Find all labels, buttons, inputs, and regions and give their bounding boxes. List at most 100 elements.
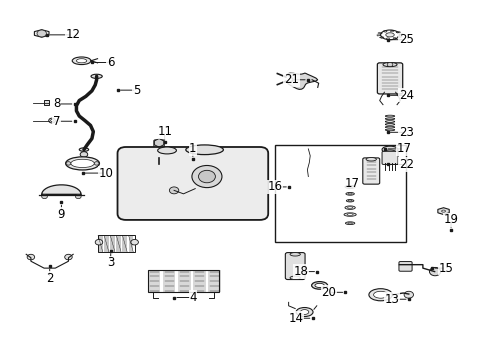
Circle shape: [403, 291, 413, 298]
Circle shape: [64, 254, 72, 260]
Text: 5: 5: [133, 84, 140, 96]
Ellipse shape: [296, 307, 312, 316]
Text: 20: 20: [321, 286, 336, 299]
Ellipse shape: [373, 291, 387, 298]
Text: 3: 3: [107, 256, 114, 269]
Polygon shape: [104, 235, 109, 252]
Ellipse shape: [382, 63, 396, 67]
Text: 11: 11: [157, 125, 172, 138]
Polygon shape: [193, 270, 205, 292]
Polygon shape: [395, 31, 400, 33]
Polygon shape: [122, 235, 127, 252]
Circle shape: [41, 194, 47, 199]
Polygon shape: [376, 35, 380, 36]
Circle shape: [27, 254, 35, 260]
Text: 22: 22: [398, 158, 413, 171]
Text: 14: 14: [288, 312, 303, 325]
Circle shape: [428, 267, 440, 276]
Text: 18: 18: [293, 265, 307, 278]
Ellipse shape: [344, 213, 355, 216]
Ellipse shape: [383, 150, 395, 155]
Ellipse shape: [314, 283, 324, 288]
Ellipse shape: [345, 222, 354, 225]
Text: 25: 25: [398, 33, 413, 46]
Circle shape: [37, 30, 46, 37]
Ellipse shape: [71, 159, 94, 167]
Polygon shape: [148, 270, 160, 292]
Polygon shape: [178, 270, 190, 292]
Ellipse shape: [345, 193, 354, 195]
Ellipse shape: [79, 148, 88, 151]
Ellipse shape: [366, 158, 376, 161]
Ellipse shape: [381, 146, 397, 153]
Text: 6: 6: [107, 56, 114, 69]
Ellipse shape: [344, 185, 355, 189]
Ellipse shape: [347, 207, 352, 208]
Polygon shape: [128, 235, 133, 252]
Bar: [98, 235, 134, 252]
Circle shape: [131, 239, 138, 245]
Polygon shape: [34, 30, 49, 37]
Text: 12: 12: [65, 28, 81, 41]
Bar: [148, 270, 218, 292]
Ellipse shape: [344, 206, 355, 210]
Text: 9: 9: [58, 208, 65, 221]
Text: 17: 17: [396, 143, 411, 156]
Circle shape: [169, 187, 179, 194]
Text: 2: 2: [46, 272, 53, 285]
Text: 13: 13: [384, 293, 399, 306]
Polygon shape: [397, 36, 402, 37]
Ellipse shape: [289, 276, 300, 279]
Text: 24: 24: [398, 89, 413, 102]
Ellipse shape: [347, 222, 352, 224]
Circle shape: [66, 162, 71, 165]
Polygon shape: [110, 235, 115, 252]
Text: 17: 17: [344, 177, 359, 190]
Polygon shape: [392, 37, 396, 39]
Text: 4: 4: [189, 291, 196, 304]
Polygon shape: [208, 270, 220, 292]
Text: 21: 21: [284, 73, 298, 86]
Polygon shape: [163, 270, 175, 292]
Circle shape: [191, 166, 222, 188]
Ellipse shape: [368, 289, 391, 301]
Circle shape: [80, 152, 87, 157]
Polygon shape: [382, 31, 386, 32]
FancyBboxPatch shape: [381, 151, 397, 165]
Ellipse shape: [185, 145, 223, 154]
Ellipse shape: [72, 57, 91, 64]
Ellipse shape: [347, 200, 351, 201]
Polygon shape: [377, 32, 382, 34]
Text: 16: 16: [267, 180, 282, 193]
Ellipse shape: [385, 33, 393, 37]
Polygon shape: [98, 235, 102, 252]
Ellipse shape: [346, 214, 352, 215]
FancyBboxPatch shape: [285, 253, 305, 279]
Bar: [43, 100, 49, 105]
Ellipse shape: [76, 59, 86, 63]
Polygon shape: [116, 235, 121, 252]
Polygon shape: [385, 38, 388, 39]
Bar: [274, 145, 406, 242]
Text: 7: 7: [53, 115, 61, 128]
Text: 10: 10: [99, 167, 113, 180]
Text: 23: 23: [398, 126, 413, 139]
Text: 1: 1: [189, 143, 196, 156]
Ellipse shape: [311, 282, 327, 289]
Ellipse shape: [49, 118, 55, 123]
Ellipse shape: [441, 210, 445, 212]
Ellipse shape: [300, 310, 308, 314]
Circle shape: [95, 239, 102, 245]
Ellipse shape: [347, 186, 352, 188]
Ellipse shape: [289, 253, 300, 256]
Ellipse shape: [346, 199, 353, 202]
Polygon shape: [437, 208, 448, 215]
Text: 15: 15: [438, 262, 453, 275]
Polygon shape: [287, 73, 317, 89]
Text: 19: 19: [443, 213, 458, 226]
FancyBboxPatch shape: [398, 262, 411, 271]
FancyBboxPatch shape: [117, 147, 267, 220]
Ellipse shape: [91, 74, 102, 78]
Circle shape: [94, 162, 99, 165]
Circle shape: [198, 170, 215, 183]
